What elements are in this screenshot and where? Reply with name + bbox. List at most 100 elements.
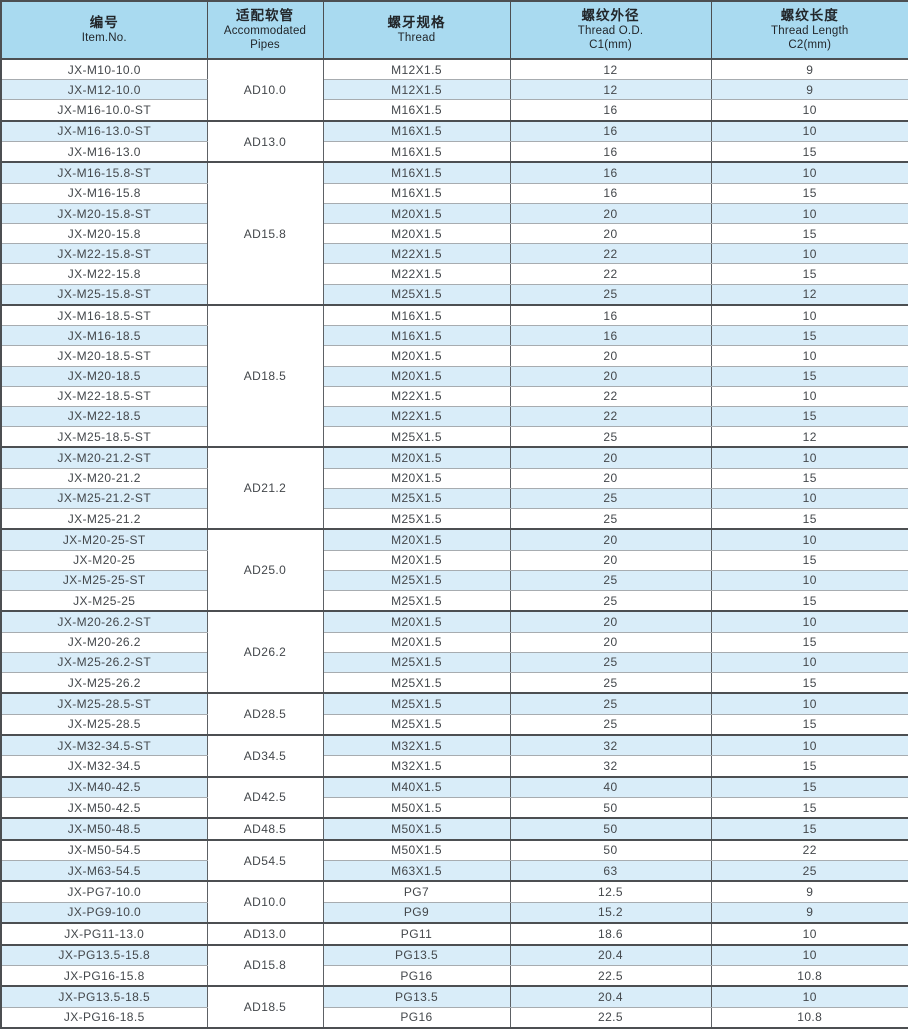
thread-spec-cell: M16X1.5 (322, 325, 511, 347)
thread-spec-cell: M20X1.5 (322, 365, 511, 387)
table-row: JX-PG16-15.8 PG16 22.5 10.8 (0, 964, 908, 987)
thread-spec-cell: M50X1.5 (322, 796, 511, 819)
accommodated-pipe-cell: AD15.8 (206, 161, 324, 306)
item-no-cell: JX-M20-18.5 (0, 365, 208, 387)
thread-od-cell: 20 (509, 528, 712, 551)
thread-length-cell: 25 (710, 860, 908, 882)
thread-od-cell: 50 (509, 838, 712, 862)
column-header-thread-od-sub: C1(mm) (589, 38, 632, 51)
thread-spec-cell: M25X1.5 (322, 426, 511, 448)
thread-od-cell: 25 (509, 671, 712, 694)
table-row: JX-M20-18.5-ST M20X1.5 20 10 (0, 345, 908, 367)
thread-spec-cell: M20X1.5 (322, 446, 511, 469)
table-row: JX-M20-15.8 M20X1.5 20 15 (0, 223, 908, 245)
thread-length-cell: 10 (710, 119, 908, 143)
table-row: JX-M22-18.5 M22X1.5 22 15 (0, 405, 908, 428)
thread-spec-cell: M25X1.5 (322, 713, 511, 736)
column-header-thread-od: 螺纹外径 Thread O.D. C1(mm) (509, 1, 712, 60)
thread-od-cell: 22.5 (509, 964, 712, 987)
item-no-cell: JX-M20-18.5-ST (0, 345, 208, 367)
thread-length-cell: 15 (710, 755, 908, 778)
thread-spec-cell: M25X1.5 (322, 569, 511, 591)
table-row: JX-M20-26.2-ST AD26.2 M20X1.5 20 10 (0, 610, 908, 694)
thread-length-cell: 10 (710, 345, 908, 367)
thread-length-cell: 12 (710, 426, 908, 448)
column-header-thread-length-zh: 螺纹长度 (780, 7, 839, 23)
thread-od-cell: 16 (509, 161, 712, 184)
thread-od-cell: 16 (509, 119, 712, 143)
table-row: JX-M20-26.2 M20X1.5 20 15 (0, 631, 908, 653)
header-row: 编号 Item.No. 适配软管 Accommodated Pipes 螺牙规格… (0, 1, 908, 60)
thread-od-cell: 15.2 (509, 901, 712, 924)
item-no-cell: JX-M22-15.8-ST (0, 243, 208, 265)
thread-spec-cell: M20X1.5 (322, 528, 511, 551)
item-no-cell: JX-M25-21.2 (0, 507, 208, 530)
thread-od-cell: 25 (509, 651, 712, 673)
thread-spec-cell: M25X1.5 (322, 589, 511, 612)
item-no-cell: JX-PG16-15.8 (0, 964, 208, 987)
thread-length-cell: 15 (710, 671, 908, 694)
accommodated-pipe-cell: AD13.0 (206, 922, 324, 946)
thread-od-cell: 20 (509, 202, 712, 225)
thread-length-cell: 15 (710, 817, 908, 841)
item-no-cell: JX-M25-25-ST (0, 569, 208, 591)
thread-spec-cell: PG13.5 (322, 985, 511, 1008)
column-header-item-no-zh: 编号 (89, 14, 119, 30)
thread-length-cell: 15 (710, 182, 908, 204)
thread-od-cell: 16 (509, 303, 712, 327)
table-row: JX-M20-21.2 M20X1.5 20 15 (0, 467, 908, 489)
thread-od-cell: 20 (509, 223, 712, 245)
thread-spec-cell: M16X1.5 (322, 161, 511, 184)
item-no-cell: JX-M20-21.2-ST (0, 446, 208, 469)
column-header-item-no: 编号 Item.No. (0, 1, 208, 60)
thread-spec-cell: M20X1.5 (322, 467, 511, 489)
table-body: JX-M10-10.0 AD10.0 M12X1.5 12 9 JX-M12-10.0 M1… (0, 58, 908, 1029)
thread-length-cell: 9 (710, 880, 908, 903)
item-no-cell: JX-M25-25 (0, 589, 208, 612)
thread-spec-cell: M25X1.5 (322, 507, 511, 530)
item-no-cell: JX-M20-25-ST (0, 528, 208, 551)
thread-length-cell: 15 (710, 589, 908, 612)
thread-length-cell: 10 (710, 528, 908, 551)
item-no-cell: JX-M20-26.2 (0, 631, 208, 653)
thread-spec-cell: M22X1.5 (322, 243, 511, 265)
table-row: JX-M25-25-ST M25X1.5 25 10 (0, 569, 908, 591)
thread-length-cell: 15 (710, 223, 908, 245)
column-header-thread-length: 螺纹长度 Thread Length C2(mm) (710, 1, 908, 60)
column-header-accommodated-pipes-zh: 适配软管 (236, 7, 294, 23)
thread-spec-cell: M32X1.5 (322, 733, 511, 757)
thread-od-cell: 16 (509, 182, 712, 204)
item-no-cell: JX-M25-21.2-ST (0, 487, 208, 509)
thread-od-cell: 63 (509, 860, 712, 882)
item-no-cell: JX-M20-21.2 (0, 467, 208, 489)
thread-od-cell: 40 (509, 775, 712, 798)
thread-spec-cell: M20X1.5 (322, 202, 511, 225)
thread-spec-cell: PG16 (322, 1006, 511, 1029)
column-header-thread-zh: 螺牙规格 (387, 14, 446, 30)
thread-length-cell: 15 (710, 507, 908, 530)
accommodated-pipe-cell: AD10.0 (206, 880, 324, 924)
thread-spec-cell: M50X1.5 (322, 817, 511, 841)
thread-spec-cell: M22X1.5 (322, 263, 511, 285)
accommodated-pipe-cell: AD15.8 (206, 943, 324, 987)
item-no-cell: JX-M16-13.0-ST (0, 119, 208, 143)
item-no-cell: JX-M32-34.5-ST (0, 733, 208, 757)
thread-od-cell: 20 (509, 365, 712, 387)
table-row: JX-M50-42.5 M50X1.5 50 15 (0, 796, 908, 819)
table-row: JX-M16-13.0-ST AD13.0 M16X1.5 16 10 (0, 119, 908, 163)
column-header-accommodated-pipes-en: Accommodated Pipes (223, 24, 307, 51)
thread-od-cell: 25 (509, 589, 712, 612)
item-no-cell: JX-PG11-13.0 (0, 922, 208, 946)
thread-spec-cell: M16X1.5 (322, 119, 511, 143)
thread-length-cell: 10 (710, 651, 908, 673)
thread-length-cell: 10 (710, 692, 908, 715)
thread-od-cell: 16 (509, 99, 712, 122)
item-no-cell: JX-M25-18.5-ST (0, 426, 208, 448)
thread-length-cell: 10 (710, 446, 908, 469)
thread-spec-cell: M16X1.5 (322, 99, 511, 122)
thread-length-cell: 10 (710, 569, 908, 591)
table-row: JX-M10-10.0 AD10.0 M12X1.5 12 9 (0, 58, 908, 122)
accommodated-pipe-cell: AD25.0 (206, 528, 324, 612)
thread-od-cell: 12 (509, 79, 712, 101)
item-no-cell: JX-M22-18.5-ST (0, 385, 208, 407)
